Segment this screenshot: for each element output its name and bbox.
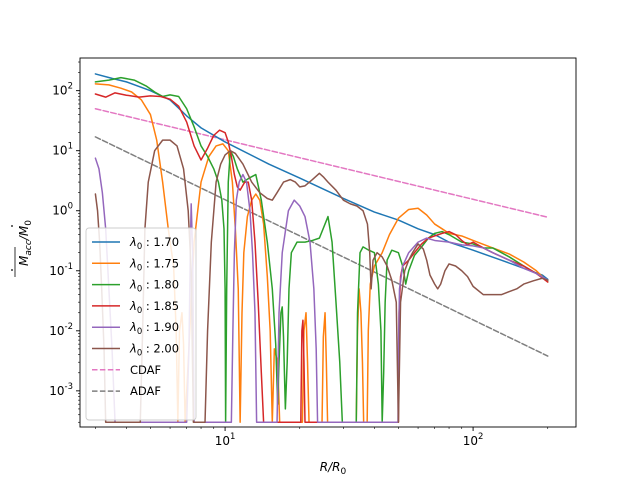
ticks-layer: 101 102 10-3 10-2 10-1 100 101 102 [49, 61, 549, 448]
legend-label: λ0 : 1.70 [129, 235, 179, 252]
series-line--0-1-85 [94, 92, 549, 423]
plot-frame [79, 57, 577, 428]
series-line-cdaf [94, 107, 549, 218]
y-tick-label: 100 [52, 202, 73, 218]
legend-label: CDAF [130, 363, 161, 377]
legend-label: λ0 : 1.75 [129, 256, 179, 273]
legend: λ0 : 1.70 λ0 : 1.75 λ0 : 1.80 λ0 : 1.85 λ0 :… [85, 227, 197, 421]
series-line--0-1-80 [94, 76, 549, 423]
series-line--0-2-00 [94, 139, 549, 423]
legend-label: ADAF [130, 384, 161, 398]
y-tick-label: 102 [52, 82, 73, 98]
x-tick-label: 101 [215, 432, 236, 448]
legend-label: λ0 : 1.80 [129, 278, 179, 295]
y-tick-label: 10-1 [49, 262, 73, 278]
series-line-adaf [94, 136, 549, 357]
x-tick-label: 102 [463, 432, 484, 448]
y-tick-label: 10-2 [49, 322, 73, 338]
y-tick-label: 101 [52, 142, 73, 158]
legend-label: λ0 : 1.90 [129, 320, 179, 337]
legend-label: λ0 : 2.00 [129, 342, 179, 359]
x-axis-label: R/R0 [320, 460, 347, 477]
legend-box [85, 227, 197, 421]
y-tick-label: 10-3 [49, 382, 73, 398]
legend-label: λ0 : 1.85 [129, 299, 179, 316]
